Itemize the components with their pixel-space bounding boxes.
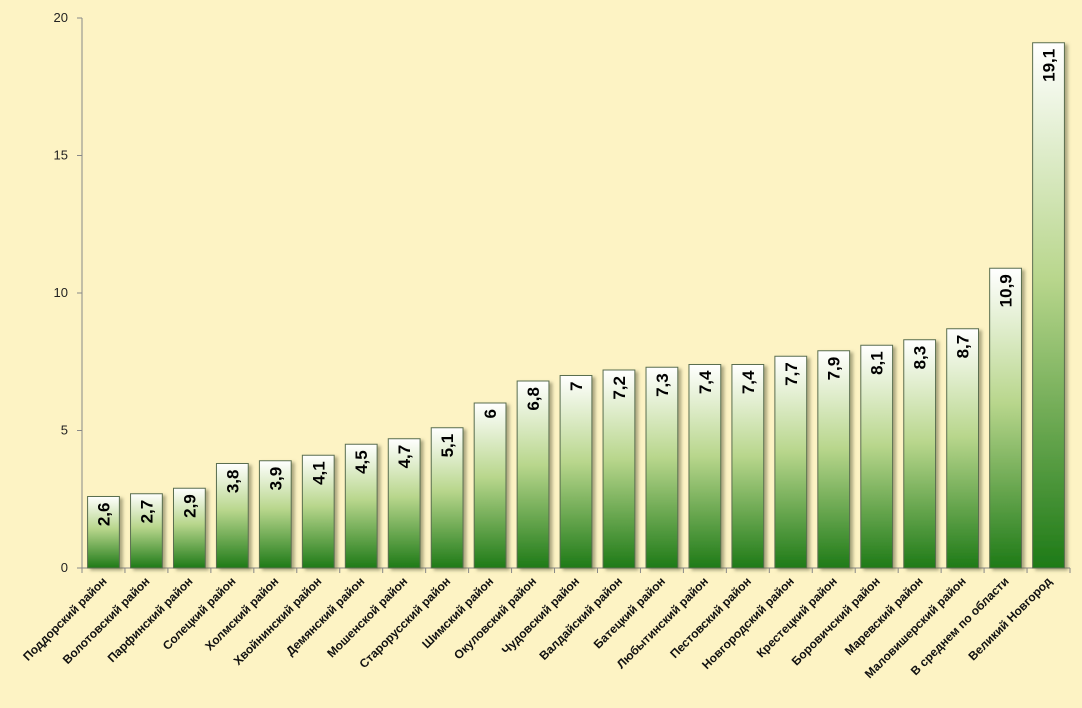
y-tick-label: 20: [54, 10, 68, 25]
data-label-10: 6: [481, 409, 500, 418]
data-label-23: 19,1: [1040, 49, 1059, 82]
data-label-3: 2,9: [180, 494, 199, 518]
bar-4: [215, 463, 249, 569]
data-label-22: 10,9: [997, 274, 1016, 307]
data-label-1: 2,6: [94, 503, 113, 527]
bar-5: [258, 460, 292, 569]
x-tick-label-1: Поддорский район: [20, 574, 109, 663]
bar-11: [516, 380, 550, 569]
bar-12: [559, 375, 593, 569]
bar-18: [817, 350, 851, 569]
y-tick-label: 5: [61, 423, 68, 438]
bar-16: [731, 364, 765, 569]
data-label-19: 8,1: [868, 351, 887, 375]
bar-10: [473, 402, 507, 569]
bar-6: [301, 454, 335, 569]
x-tick-label-16: Пестовский район: [667, 574, 754, 661]
bar-1: [87, 496, 120, 569]
data-label-18: 7,9: [825, 357, 844, 381]
x-tick-label-5: Холмский район: [202, 574, 281, 653]
y-axis: 0 5 10 15 20: [54, 10, 83, 575]
x-tick-label-7: Демянский район: [283, 574, 367, 658]
data-label-15: 7,4: [696, 370, 715, 394]
data-label-8: 4,7: [395, 445, 414, 469]
y-tick-label: 0: [61, 560, 68, 575]
bar-3: [172, 487, 206, 569]
bar-15: [688, 364, 722, 569]
bar-22: [989, 267, 1022, 569]
x-tick-label-20: Маревский район: [842, 574, 926, 658]
x-tick-label-12: Чудовский район: [499, 574, 582, 657]
bar-23: [1032, 42, 1065, 569]
bar-13: [602, 369, 636, 569]
y-tick-label: 15: [54, 148, 68, 163]
x-tick-label-13: Валдайский район: [536, 574, 625, 663]
x-tick-label-18: Крестецкий район: [754, 574, 840, 660]
data-label-9: 5,1: [438, 434, 457, 458]
bar-8: [387, 438, 421, 569]
data-label-2: 2,7: [137, 500, 156, 524]
x-tick-label-11: Окуловский район: [451, 574, 539, 662]
data-label-4: 3,8: [223, 470, 242, 494]
y-tick-label: 10: [54, 285, 68, 300]
data-label-11: 6,8: [524, 387, 543, 411]
bar-14: [645, 366, 679, 569]
data-label-7: 4,5: [352, 450, 371, 474]
x-tick-label-23: Великий Новгород: [965, 574, 1054, 663]
data-label-16: 7,4: [739, 370, 758, 394]
x-tick-label-8: Мошенской район: [324, 574, 410, 660]
bar-21: [946, 328, 980, 569]
x-axis: [81, 567, 1071, 573]
data-label-21: 8,7: [954, 335, 973, 359]
data-label-17: 7,7: [782, 362, 801, 386]
bar-2: [130, 493, 163, 569]
x-tick-label-4: Солецкий район: [160, 574, 239, 653]
data-label-20: 8,3: [911, 346, 930, 370]
data-label-12: 7: [567, 382, 586, 391]
data-label-5: 3,9: [266, 467, 285, 491]
bar-19: [860, 344, 894, 569]
bars: [87, 42, 1065, 569]
data-label-6: 4,1: [309, 461, 328, 485]
data-label-14: 7,3: [653, 373, 672, 397]
bar-7: [344, 443, 378, 569]
data-labels: 2,6 2,7 2,9 3,8 3,9 4,1 4,5 4,7 5,1 6 6,8 7 7,2 7,3 7,…: [94, 49, 1058, 526]
data-label-13: 7,2: [610, 376, 629, 400]
bar-20: [903, 339, 937, 569]
bar-9: [430, 427, 464, 569]
bar-17: [774, 355, 808, 569]
